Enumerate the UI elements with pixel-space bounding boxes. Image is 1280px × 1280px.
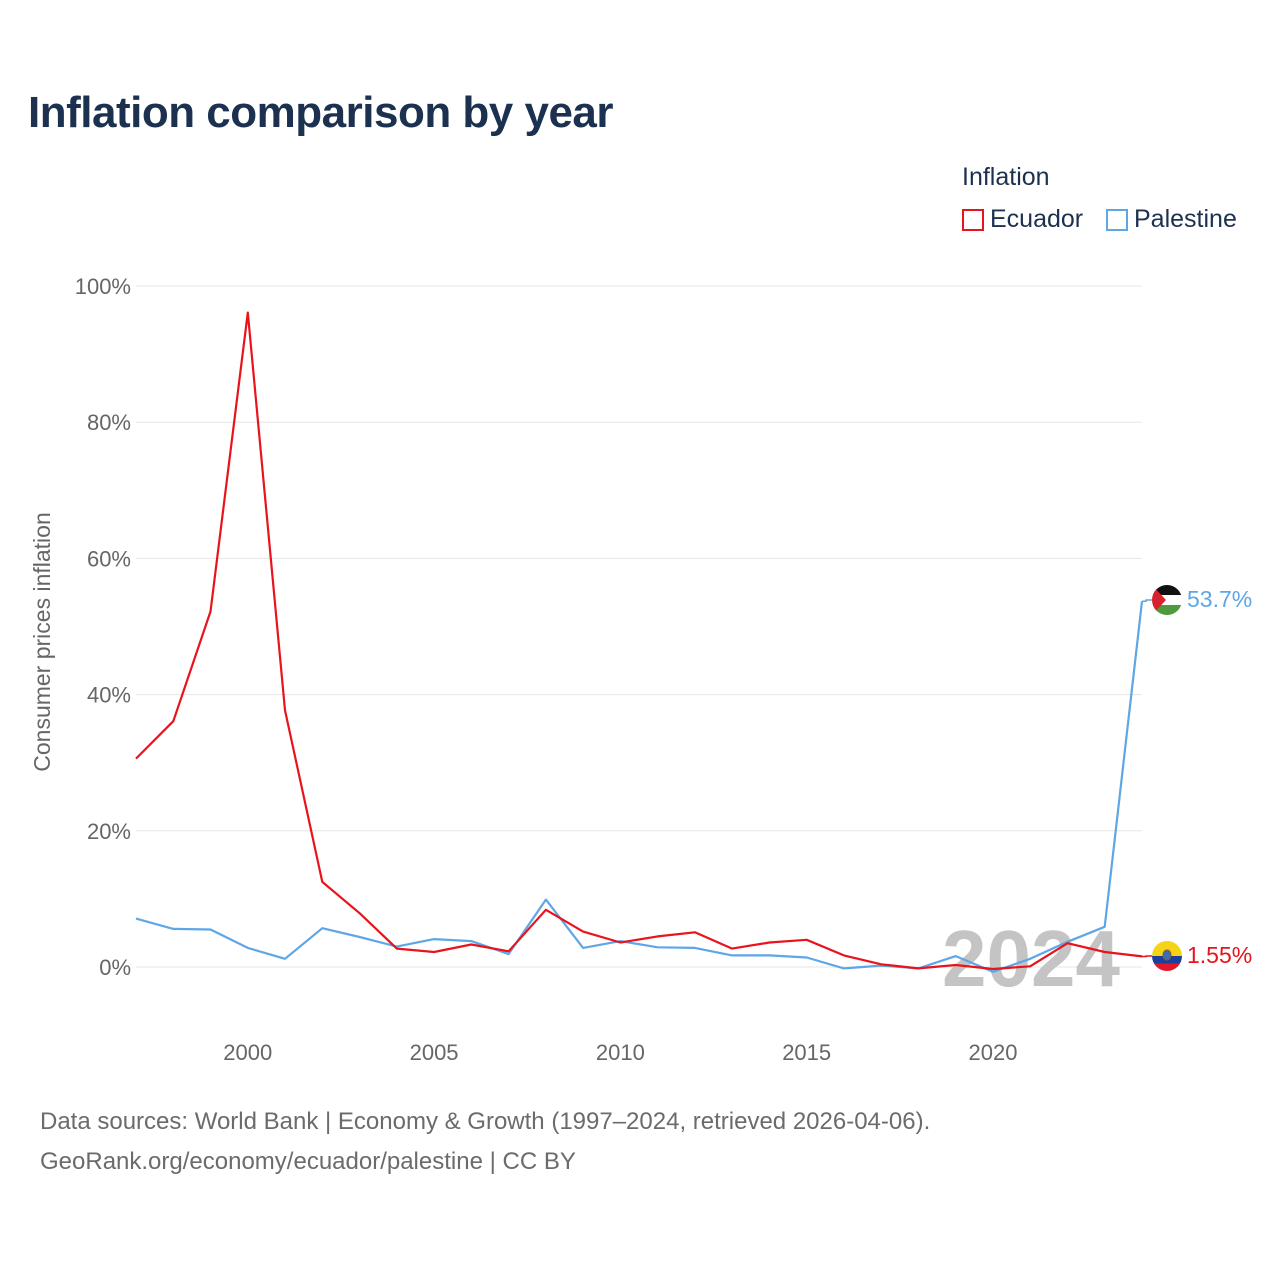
series-line-ecuador[interactable] — [135, 311, 1143, 971]
y-tick-label: 80% — [87, 410, 131, 435]
chart-title: Inflation comparison by year — [28, 88, 614, 137]
end-connector-palestine — [1142, 599, 1152, 603]
x-tick-label: 2020 — [968, 1040, 1017, 1065]
end-label-ecuador: 1.55% — [1187, 942, 1252, 968]
x-tick-label: 2005 — [410, 1040, 459, 1065]
x-tick-label: 2010 — [596, 1040, 645, 1065]
series-lines — [135, 311, 1152, 973]
ecuador-flag-icon — [1152, 941, 1182, 971]
legend-swatch-ecuador — [962, 208, 984, 231]
legend-item-ecuador[interactable]: Ecuador — [962, 205, 1083, 234]
x-axis-ticks: 2000 2005 2010 2015 2020 — [223, 1040, 1017, 1065]
y-axis-ticks: 0% 20% 40% 60% 80% 100% — [75, 274, 131, 980]
y-tick-label: 60% — [87, 546, 131, 571]
end-label-palestine: 53.7% — [1187, 586, 1252, 612]
legend-label-ecuador: Ecuador — [990, 205, 1084, 233]
source-url[interactable]: GeoRank.org/economy/ecuador/palestine | … — [40, 1148, 576, 1175]
y-tick-label: 20% — [87, 819, 131, 844]
x-tick-label: 2015 — [782, 1040, 831, 1065]
y-tick-label: 0% — [99, 955, 131, 980]
source-note: Data sources: World Bank | Economy & Gro… — [40, 1108, 931, 1135]
legend-swatch-palestine — [1106, 208, 1128, 231]
grid-lines — [136, 285, 1142, 968]
legend-item-palestine[interactable]: Palestine — [1106, 205, 1237, 234]
palestine-flag-icon — [1152, 585, 1182, 615]
legend-title: Inflation — [962, 163, 1050, 191]
y-tick-label: 40% — [87, 683, 131, 708]
y-tick-label: 100% — [75, 274, 131, 299]
legend-label-palestine: Palestine — [1134, 205, 1237, 233]
series-line-palestine[interactable] — [135, 601, 1144, 973]
y-axis-title: Consumer prices inflation — [29, 512, 55, 772]
x-tick-label: 2000 — [223, 1040, 272, 1065]
line-chart: 0%20%40%60%80%100% 2000 2005 2010 2015 2020 … — [29, 274, 1252, 1065]
